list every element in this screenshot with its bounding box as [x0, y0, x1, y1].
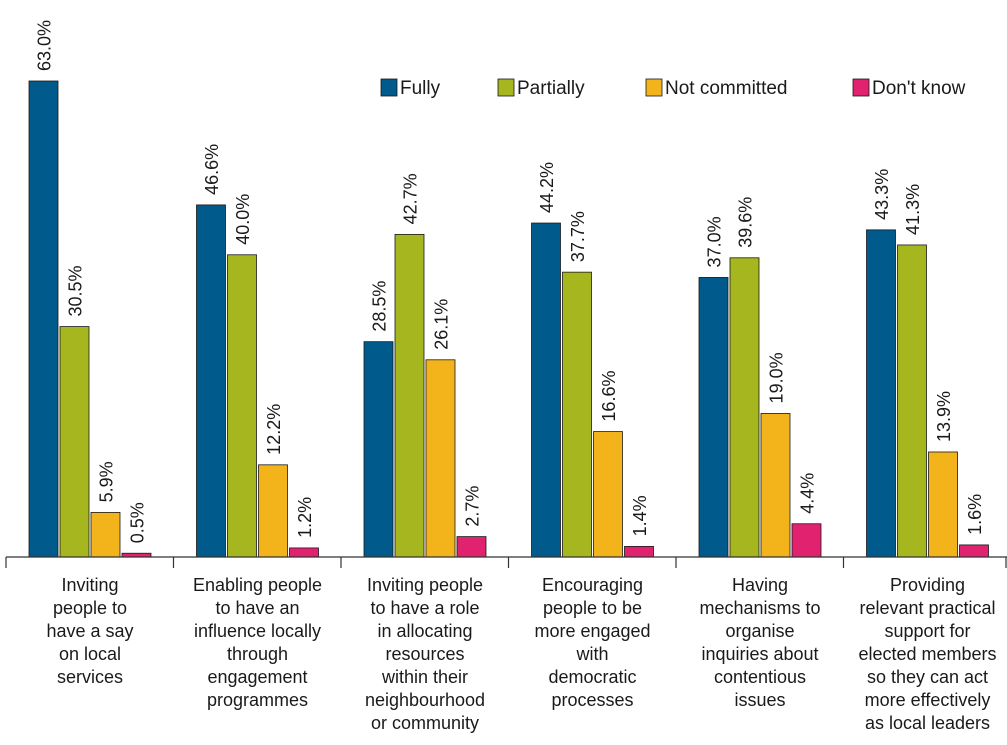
bar [425, 359, 456, 558]
category-label: so they can act [867, 667, 988, 687]
bar [760, 413, 791, 558]
category-label: Providing [890, 575, 965, 595]
category-label: to have a role [370, 598, 479, 618]
bar [698, 277, 729, 558]
legend-swatch [645, 78, 663, 97]
bar-value-label: 0.5% [128, 502, 148, 543]
bar-value-label: 12.2% [264, 404, 284, 455]
category-label: people to [53, 598, 127, 618]
bar [394, 233, 425, 558]
category-label: mechanisms to [699, 598, 820, 618]
bar [28, 80, 59, 558]
bar [959, 544, 989, 558]
category-label: inquiries about [701, 644, 818, 664]
category-label: Inviting people [367, 575, 483, 595]
bar-value-label: 37.0% [705, 216, 725, 267]
bar-value-label: 44.2% [537, 162, 557, 213]
category-label: Having [732, 575, 788, 595]
bar [196, 204, 226, 558]
bar-value-label: 41.3% [903, 184, 923, 235]
bar-value-label: 42.7% [401, 173, 421, 224]
bar-value-label: 1.4% [630, 495, 650, 536]
category-label: issues [734, 690, 785, 710]
bar [456, 536, 487, 558]
category-label: or community [371, 713, 479, 733]
category-label: Inviting [61, 575, 118, 595]
legend-swatch [852, 78, 870, 97]
category-label: contentious [714, 667, 806, 687]
bar-value-label: 40.0% [233, 194, 253, 245]
bar-value-label: 39.6% [736, 197, 756, 248]
category-label: organise [725, 621, 794, 641]
bar [289, 547, 319, 558]
category-label: relevant practical [859, 598, 995, 618]
category-label: processes [551, 690, 633, 710]
bar-value-label: 1.2% [295, 497, 315, 538]
category-label: as local leaders [865, 713, 990, 733]
legend-label: Not committed [665, 78, 787, 99]
bar [363, 341, 394, 558]
category-label: democratic [548, 667, 636, 687]
bar [59, 326, 90, 558]
bar [729, 257, 760, 558]
category-label: Enabling people [193, 575, 322, 595]
category-label: more effectively [865, 690, 991, 710]
bar-value-label: 28.5% [370, 281, 390, 332]
category-label: elected members [858, 644, 996, 664]
bar [928, 451, 958, 558]
x-axis-ticks [5, 557, 1007, 568]
bar [227, 254, 257, 558]
bar [258, 464, 288, 558]
category-label: engagement [207, 667, 307, 687]
bar-value-label: 30.5% [66, 266, 86, 317]
bar-value-label: 63.0% [35, 20, 55, 71]
category-label: through [227, 644, 288, 664]
bar [90, 512, 121, 558]
bar [531, 222, 561, 558]
bar-value-label: 19.0% [767, 352, 787, 403]
bar-value-label: 4.4% [798, 473, 818, 514]
category-label: neighbourhood [365, 690, 485, 710]
bar-value-label: 13.9% [934, 391, 954, 442]
legend-label: Partially [517, 78, 585, 99]
bar-value-label: 26.1% [432, 299, 452, 350]
bar-labels-layer: 63.0% 46.6% 28.5% 44.2% 37.0% 43.3% 30.5% 40.0%… [35, 20, 986, 543]
category-labels: Inviting people to have a say on local servi… [46, 575, 996, 733]
bar-value-label: 43.3% [872, 169, 892, 220]
bar-value-label: 16.6% [599, 371, 619, 422]
bar-value-label: 1.6% [965, 494, 985, 535]
legend-swatch [380, 78, 398, 97]
category-label: in allocating [377, 621, 472, 641]
category-label: within their [381, 667, 468, 687]
bar-value-label: 5.9% [97, 461, 117, 502]
legend-label: Don't know [872, 78, 966, 99]
bar [791, 523, 822, 558]
category-label: Encouraging [542, 575, 643, 595]
bar-value-label: 46.6% [202, 144, 222, 195]
legend: Fully Partially Not committed Don't know [380, 78, 966, 99]
bar [593, 431, 623, 558]
bar [624, 546, 654, 558]
legend-swatch [497, 78, 515, 97]
category-label: programmes [207, 690, 308, 710]
legend-label: Fully [400, 78, 441, 99]
bars-layer [28, 80, 989, 558]
bar [562, 271, 592, 558]
category-label: have a say [46, 621, 133, 641]
category-label: influence locally [194, 621, 321, 641]
bar [866, 229, 896, 558]
category-label: to have an [215, 598, 299, 618]
bar [897, 244, 927, 558]
category-label: on local [59, 644, 121, 664]
category-label: support for [884, 621, 970, 641]
category-label: people to be [543, 598, 642, 618]
bar-value-label: 37.7% [568, 211, 588, 262]
bar-value-label: 2.7% [463, 486, 483, 527]
category-label: services [57, 667, 123, 687]
category-label: with [575, 644, 608, 664]
category-label: resources [385, 644, 464, 664]
category-label: more engaged [534, 621, 650, 641]
